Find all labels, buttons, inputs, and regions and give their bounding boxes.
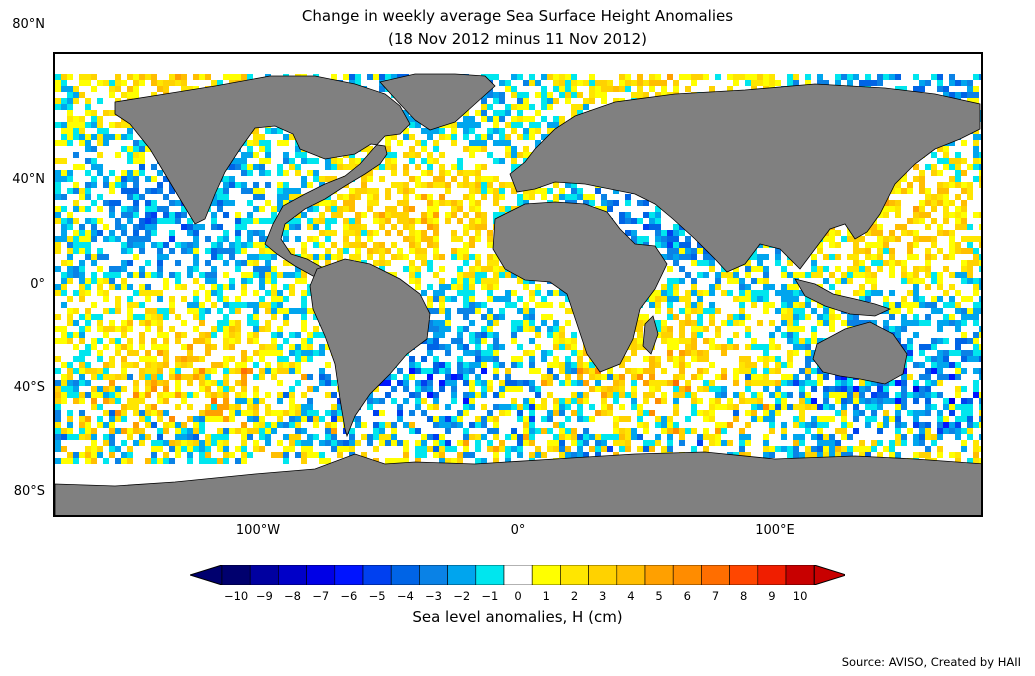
lon-tick-0: 0° <box>510 523 526 538</box>
colorbar-tick-label: 5 <box>655 589 663 603</box>
lon-tick-100w: 100°W <box>235 523 281 538</box>
lat-tick-0: 0° <box>30 277 45 292</box>
sea-level-map <box>55 73 981 515</box>
colorbar-tick-label: 10 <box>792 589 808 603</box>
colorbar-cell <box>644 565 674 585</box>
colorbar-tick-label: 3 <box>599 589 607 603</box>
colorbar-cell <box>531 565 561 585</box>
colorbar-tick-label: 7 <box>711 589 720 603</box>
lon-tick-100e: 100°E <box>755 523 795 538</box>
colorbar-cell <box>503 565 533 585</box>
colorbar-tick-label: −5 <box>368 589 386 603</box>
colorbar-cell <box>729 565 759 585</box>
colorbar-tick-label: −6 <box>340 589 358 603</box>
source-credit: Source: AVISO, Created by HAII <box>841 655 1021 669</box>
colorbar-tick-label: −8 <box>284 589 301 603</box>
colorbar-cell <box>278 565 307 585</box>
colorbar-cell <box>249 565 279 585</box>
colorbar-cell <box>475 565 505 585</box>
colorbar-label: Sea level anomalies, H (cm) <box>412 608 623 626</box>
antarctica <box>55 451 981 515</box>
colorbar-tick-label: −9 <box>255 589 273 603</box>
south-america <box>309 258 431 438</box>
colorbar-cell <box>334 565 364 585</box>
australia <box>812 321 908 385</box>
colorbar-cell <box>672 565 702 585</box>
greenland <box>379 73 496 131</box>
land-masses <box>55 73 981 515</box>
lat-tick-40s: 40°S <box>13 380 45 395</box>
colorbar-tick-label: 2 <box>570 589 579 603</box>
map-title: Change in weekly average Sea Surface Hei… <box>301 7 734 25</box>
colorbar-cell <box>221 565 251 585</box>
colorbar-tick-label: −4 <box>396 589 414 603</box>
colorbar-cell <box>588 565 618 585</box>
colorbar-cell <box>419 565 448 585</box>
colorbar-tick-label: 6 <box>683 589 691 603</box>
colorbar-cell <box>306 565 336 585</box>
colorbar-cell <box>390 565 420 585</box>
colorbar-tick-label: −10 <box>223 589 249 603</box>
colorbar-tick-label: 0 <box>514 589 522 603</box>
colorbar-cell <box>757 565 787 585</box>
colorbar-tick-label: 4 <box>627 589 635 603</box>
africa <box>492 201 668 373</box>
north-america <box>114 75 411 279</box>
colorbar-cell <box>701 565 730 585</box>
colorbar-tick-label: 8 <box>740 589 748 603</box>
colorbar-cell <box>447 565 477 585</box>
colorbar-extend-max <box>813 565 845 585</box>
lat-tick-80n: 80°N <box>12 17 45 32</box>
lat-tick-80s: 80°S <box>13 484 45 499</box>
indonesia <box>794 278 892 317</box>
colorbar-cell <box>560 565 589 585</box>
madagascar <box>642 315 659 355</box>
colorbar-tick-label: 9 <box>768 589 776 603</box>
colorbar <box>190 565 845 585</box>
colorbar-tick-label: −1 <box>481 589 499 603</box>
colorbar-tick-label: −3 <box>425 589 442 603</box>
colorbar-tick-label: −2 <box>453 589 471 603</box>
map-panel <box>53 52 983 517</box>
colorbar-extend-min <box>190 565 223 585</box>
colorbar-cell <box>785 565 815 585</box>
colorbar-cell <box>362 565 392 585</box>
colorbar-tick-label: 1 <box>542 589 550 603</box>
colorbar-cell <box>616 565 646 585</box>
colorbar-tick-label: −7 <box>312 589 330 603</box>
lat-tick-40n: 40°N <box>12 172 45 187</box>
map-subtitle: (18 Nov 2012 minus 11 Nov 2012) <box>388 30 647 48</box>
eurasia <box>509 83 981 273</box>
